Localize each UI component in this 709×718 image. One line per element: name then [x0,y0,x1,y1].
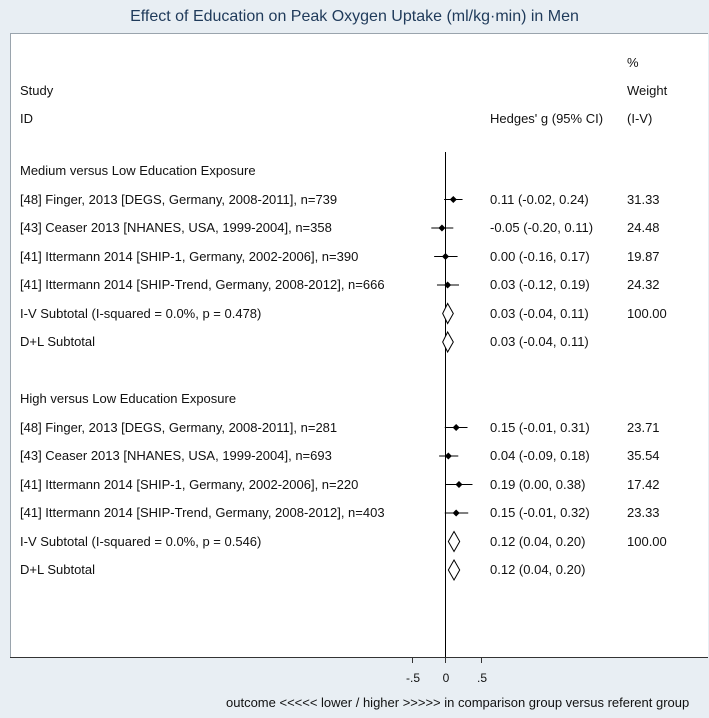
group-header: High versus Low Education Exposure [20,391,237,406]
weight-value: 23.71 [627,419,660,435]
study-label: [48] Finger, 2013 [DEGS, Germany, 2008-2… [20,419,338,435]
study-label: [41] Ittermann 2014 [SHIP-1, Germany, 20… [20,248,359,264]
ci-value: 0.03 (-0.04, 0.11) [490,334,589,349]
weight-value: 100.00 [627,533,667,549]
weight-value: 31.33 [627,191,660,207]
ci-value: -0.05 (-0.20, 0.11) [490,220,594,235]
weight-value: 19.87 [627,248,660,264]
weight-value: 17.42 [627,476,660,492]
study-label: [41] Ittermann 2014 [SHIP-Trend, Germany… [20,277,385,292]
weight-value: 24.32 [627,277,660,292]
plot-panel [10,33,708,657]
weight-value: 100.00 [627,305,667,321]
study-label: [48] Finger, 2013 [DEGS, Germany, 2008-2… [20,191,338,207]
group-header: Medium versus Low Education Exposure [20,163,256,178]
weight-header-label: Weight [627,83,668,98]
ci-value: 0.15 (-0.01, 0.32) [490,505,590,520]
study-label: [41] Ittermann 2014 [SHIP-Trend, Germany… [20,505,385,520]
ci-value: 0.03 (-0.12, 0.19) [490,277,590,292]
x-axis-title: outcome <<<<< lower / higher >>>>> in co… [226,695,690,710]
study-label: [43] Ceaser 2013 [NHANES, USA, 1999-2004… [20,448,332,463]
x-axis-line [10,657,708,658]
ci-value: 0.03 (-0.04, 0.11) [490,305,589,321]
ci-value: 0.04 (-0.09, 0.18) [490,448,590,463]
effect-header: Hedges' g (95% CI) [490,111,604,126]
x-tick-mark [412,658,413,663]
x-tick-label: 0 [442,671,450,685]
study-header: Study [20,83,54,98]
x-tick-label: -.5 [405,671,421,685]
study-label: [41] Ittermann 2014 [SHIP-1, Germany, 20… [20,476,359,492]
ci-value: 0.19 (0.00, 0.38) [490,476,586,492]
x-tick-mark [445,658,446,663]
weight-value: 23.33 [627,505,660,520]
study-label: [43] Ceaser 2013 [NHANES, USA, 1999-2004… [20,220,332,235]
x-tick-label: .5 [476,671,488,685]
weight-value: 35.54 [627,448,660,463]
subtotal-label: D+L Subtotal [20,562,96,577]
chart-title: Effect of Education on Peak Oxygen Uptak… [130,8,579,25]
ci-value: 0.11 (-0.02, 0.24) [490,191,589,207]
weight-header-pct: % [627,55,639,70]
id-header: ID [20,111,33,126]
subtotal-label: D+L Subtotal [20,334,96,349]
ci-value: 0.00 (-0.16, 0.17) [490,248,590,264]
subtotal-label: I-V Subtotal (I-squared = 0.0%, p = 0.54… [20,533,262,549]
ci-value: 0.12 (0.04, 0.20) [490,562,586,577]
weight-header-method: (I-V) [627,111,653,126]
ci-value: 0.15 (-0.01, 0.31) [490,419,590,435]
x-tick-mark [481,658,482,663]
ci-value: 0.12 (0.04, 0.20) [490,533,586,549]
subtotal-label: I-V Subtotal (I-squared = 0.0%, p = 0.47… [20,305,262,321]
weight-value: 24.48 [627,220,660,235]
